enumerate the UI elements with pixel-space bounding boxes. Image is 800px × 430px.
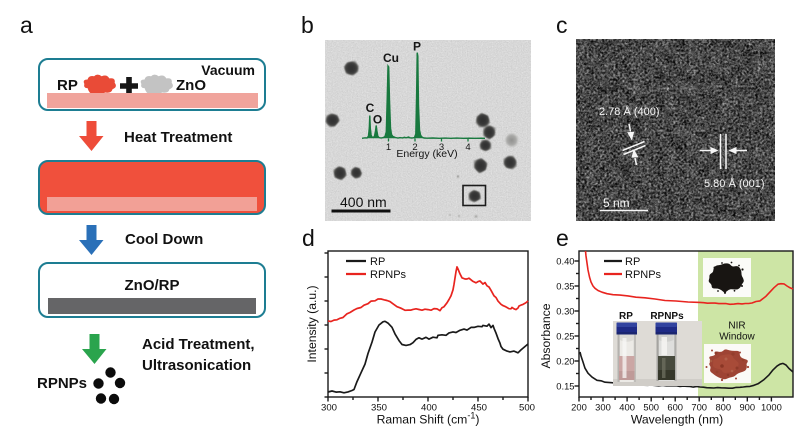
svg-text:RP: RP bbox=[619, 311, 633, 322]
svg-text:900: 900 bbox=[739, 402, 755, 413]
svg-text:0.40: 0.40 bbox=[556, 256, 574, 267]
svg-text:RPNPs: RPNPs bbox=[370, 269, 407, 281]
svg-text:NIR: NIR bbox=[728, 321, 745, 332]
svg-text:3: 3 bbox=[439, 142, 444, 153]
svg-text:RP: RP bbox=[370, 256, 385, 268]
svg-text:P: P bbox=[413, 40, 421, 54]
svg-text:4: 4 bbox=[465, 142, 470, 153]
svg-text:Intensity (a.u.): Intensity (a.u.) bbox=[305, 285, 319, 362]
svg-text:1000: 1000 bbox=[761, 402, 782, 413]
svg-text:1: 1 bbox=[386, 142, 391, 153]
svg-text:0.35: 0.35 bbox=[556, 281, 574, 292]
svg-text:O: O bbox=[373, 113, 382, 127]
svg-text:Absorbance: Absorbance bbox=[540, 303, 553, 368]
svg-text:350: 350 bbox=[371, 403, 387, 414]
svg-text:450: 450 bbox=[471, 403, 487, 414]
svg-text:RP: RP bbox=[625, 256, 640, 268]
svg-text:Window: Window bbox=[719, 332, 755, 343]
svg-text:C: C bbox=[366, 101, 375, 115]
svg-text:0.30: 0.30 bbox=[556, 306, 574, 317]
svg-text:400: 400 bbox=[619, 402, 635, 413]
svg-text:400: 400 bbox=[421, 403, 437, 414]
svg-text:300: 300 bbox=[595, 402, 611, 413]
svg-text:5 nm: 5 nm bbox=[603, 196, 630, 210]
svg-text:Energy (keV): Energy (keV) bbox=[396, 148, 457, 160]
svg-text:Cu: Cu bbox=[383, 51, 399, 65]
svg-text:RPNPs: RPNPs bbox=[625, 269, 662, 281]
svg-text:0.20: 0.20 bbox=[556, 356, 574, 367]
svg-text:0.15: 0.15 bbox=[556, 381, 574, 392]
svg-text:600: 600 bbox=[667, 402, 683, 413]
svg-text:500: 500 bbox=[643, 402, 659, 413]
svg-text:400 nm: 400 nm bbox=[340, 194, 387, 210]
svg-text:5.80 Å (001): 5.80 Å (001) bbox=[704, 177, 765, 190]
svg-text:2: 2 bbox=[412, 142, 417, 153]
svg-text:0.25: 0.25 bbox=[556, 331, 574, 342]
svg-text:Wavelength (nm): Wavelength (nm) bbox=[631, 413, 723, 427]
svg-text:500: 500 bbox=[519, 403, 535, 414]
svg-text:200: 200 bbox=[571, 402, 587, 413]
svg-text:800: 800 bbox=[715, 402, 731, 413]
svg-text:Raman Shift (cm-1): Raman Shift (cm-1) bbox=[377, 411, 480, 427]
svg-text:700: 700 bbox=[691, 402, 707, 413]
svg-text:RPNPs: RPNPs bbox=[650, 311, 684, 322]
svg-text:300: 300 bbox=[321, 403, 337, 414]
svg-text:2.78 Å (400): 2.78 Å (400) bbox=[599, 105, 660, 118]
